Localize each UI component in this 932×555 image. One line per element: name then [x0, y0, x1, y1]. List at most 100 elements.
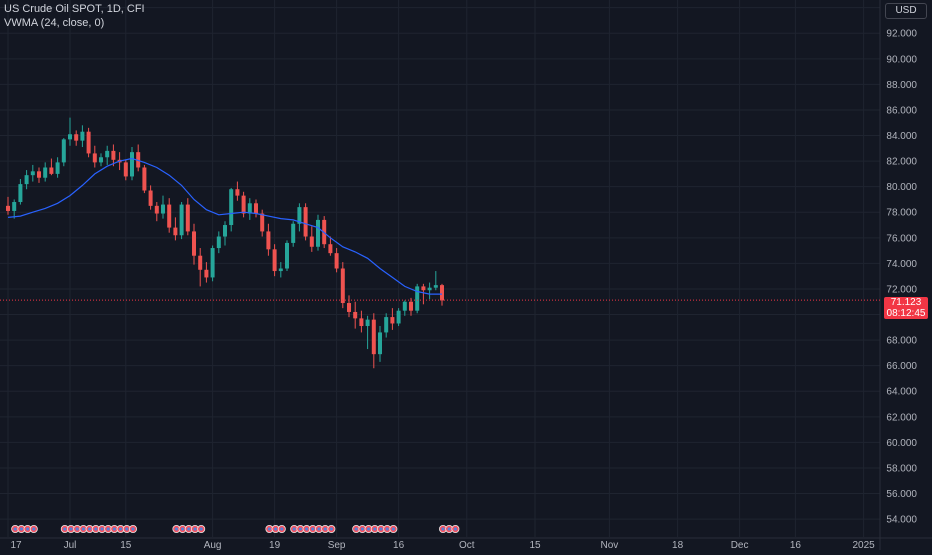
candle-body[interactable] [440, 285, 444, 301]
candle-body[interactable] [378, 332, 382, 355]
last-price-value: 71.123 [890, 297, 922, 308]
candle-body[interactable] [49, 167, 54, 174]
candle-body[interactable] [433, 285, 438, 288]
candle-body[interactable] [371, 319, 376, 355]
candle-body[interactable] [254, 203, 258, 214]
candle-body[interactable] [285, 242, 289, 269]
candle-body[interactable] [291, 223, 296, 243]
candle-body[interactable] [173, 227, 178, 236]
candle-body[interactable] [99, 157, 103, 163]
candle-body[interactable] [384, 317, 389, 333]
x-tick-label: Dec [731, 540, 749, 550]
candle-body[interactable] [30, 171, 35, 176]
candle-body[interactable] [161, 204, 165, 214]
symbol-title[interactable]: US Crude Oil SPOT, 1D, CFI [4, 3, 145, 15]
y-tick-label: 62.000 [886, 412, 917, 423]
candle-body[interactable] [68, 134, 72, 140]
candle-body[interactable] [198, 255, 203, 270]
candle-body[interactable] [86, 131, 91, 154]
x-tick-label: Aug [204, 540, 222, 550]
candle-body[interactable] [316, 219, 320, 247]
candle-body[interactable] [74, 134, 79, 141]
candle-body[interactable] [204, 269, 209, 278]
x-tick-label: 16 [393, 540, 405, 550]
candle-body[interactable] [427, 287, 432, 291]
candle-body[interactable] [12, 202, 17, 211]
candle-body[interactable] [340, 268, 345, 304]
candle-body[interactable] [396, 310, 401, 324]
indicator-title[interactable]: VWMA (24, close, 0) [4, 17, 105, 29]
x-tick-label: Nov [601, 540, 619, 550]
candle-body[interactable] [409, 301, 413, 311]
candle-body[interactable] [210, 248, 215, 278]
candle-body[interactable] [167, 204, 172, 228]
candle-body[interactable] [334, 253, 339, 269]
vwma-line[interactable] [7, 157, 442, 295]
event-marker-dot [354, 527, 358, 531]
candle-body[interactable] [55, 162, 60, 174]
event-marker-dot [267, 527, 271, 531]
candle-body[interactable] [278, 268, 283, 272]
candle-body[interactable] [241, 195, 246, 214]
x-tick-label: Oct [459, 540, 475, 550]
last-price-label: 71.123 08:12:45 [884, 297, 928, 319]
event-marker-dot [379, 527, 383, 531]
event-marker-dot [317, 527, 321, 531]
candle-body[interactable] [185, 204, 190, 232]
candle-body[interactable] [260, 213, 265, 232]
currency-button[interactable]: USD [885, 3, 927, 19]
candle-body[interactable] [247, 203, 252, 214]
candle-body[interactable] [18, 184, 23, 203]
candle-body[interactable] [272, 249, 277, 272]
candle-body[interactable] [154, 205, 159, 214]
candle-body[interactable] [328, 244, 333, 254]
candle-body[interactable] [92, 153, 97, 163]
candle-body[interactable] [390, 317, 395, 324]
event-marker-dot [131, 527, 135, 531]
event-marker-dot [75, 527, 79, 531]
candle-body[interactable] [303, 207, 308, 237]
candle-body[interactable] [347, 303, 351, 312]
candle-body[interactable] [359, 318, 364, 327]
event-marker-dot [32, 527, 36, 531]
candle-body[interactable] [192, 231, 196, 256]
event-marker-dot [447, 527, 451, 531]
y-tick-label: 60.000 [886, 438, 917, 449]
candle-body[interactable] [61, 139, 66, 163]
candle-body[interactable] [297, 207, 302, 224]
candle-body[interactable] [105, 150, 110, 158]
last-price-countdown: 08:12:45 [886, 308, 926, 319]
candle-body[interactable] [179, 204, 184, 236]
event-marker-dot [453, 527, 457, 531]
candle-body[interactable] [235, 189, 240, 196]
candle-body[interactable] [111, 150, 116, 160]
event-marker-dot [63, 527, 67, 531]
candle-body[interactable] [216, 236, 221, 249]
candle-body[interactable] [421, 286, 426, 291]
candle-body[interactable] [130, 152, 134, 177]
candle-body[interactable] [223, 225, 227, 237]
candle-body[interactable] [365, 319, 370, 327]
candle-body[interactable] [24, 175, 29, 185]
candle-body[interactable] [142, 167, 147, 191]
candle-body[interactable] [229, 189, 234, 226]
event-marker-dot [298, 527, 302, 531]
candle-body[interactable] [43, 167, 48, 178]
candle-body[interactable] [402, 301, 407, 311]
candle-body[interactable] [148, 190, 153, 206]
event-marker-dot [274, 527, 278, 531]
candle-body[interactable] [266, 231, 271, 250]
candle-body[interactable] [80, 131, 85, 141]
event-marker-dot [441, 527, 445, 531]
event-marker-dot [119, 527, 123, 531]
y-tick-label: 88.000 [886, 80, 917, 91]
candle-body[interactable] [309, 236, 314, 247]
candle-body[interactable] [37, 171, 41, 178]
candle-body[interactable] [123, 162, 128, 177]
candle-body[interactable] [415, 286, 420, 311]
event-marker-dot [174, 527, 178, 531]
candle-body[interactable] [353, 311, 358, 319]
candle-body[interactable] [6, 205, 10, 211]
